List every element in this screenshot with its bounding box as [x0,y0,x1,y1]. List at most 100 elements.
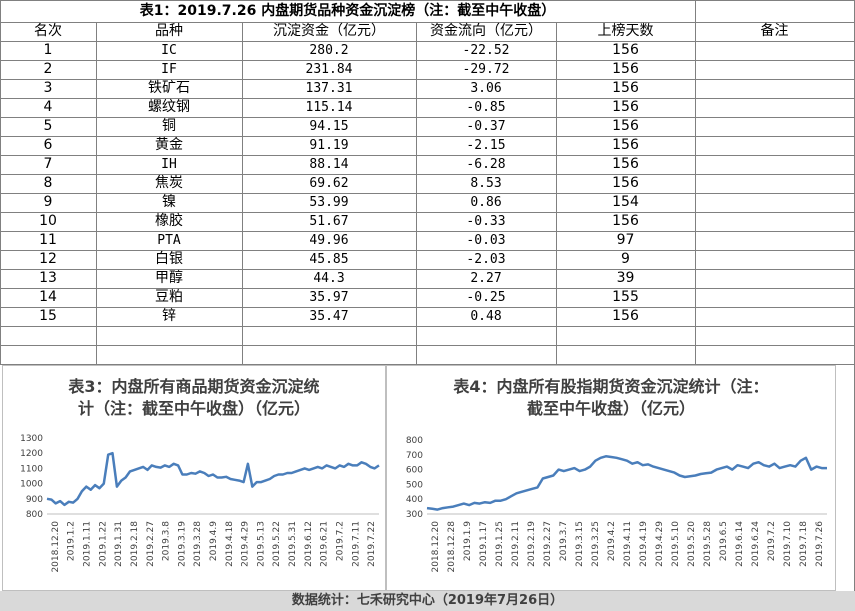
cell-rank: 8 [43,175,53,191]
header-rank: 名次 [34,23,62,39]
grid-line [0,288,855,289]
cell-variety: 豆粕 [155,289,183,305]
grid-line [96,22,97,365]
chart-title: 表4：内盘所有股指期货资金沉淀统计（注： 截至中午收盘）（亿元） [387,376,835,420]
x-tick-label: 2019.7.2 [335,521,345,561]
cell-variety: 镍 [162,194,176,210]
x-tick-label: 2019.7.10 [783,521,793,567]
cell-variety: IH [161,157,177,172]
x-tick-label: 2019.2.27 [543,521,553,567]
cell-funds: 35.97 [309,290,349,305]
cell-days: 9 [621,251,630,267]
cell-funds: 53.99 [309,195,349,210]
x-tick-label: 2019.2.11 [511,521,521,567]
cell-rank: 13 [39,270,57,286]
cell-remarks [695,193,854,212]
cell-remarks [695,60,854,79]
chart-title-line: 计（注：截至中午收盘）（亿元） [77,399,310,418]
cell-days: 156 [612,80,639,96]
x-tick-label: 2019.5.28 [703,521,713,567]
x-tick-label: 2019.6.21 [320,521,330,567]
header-days: 上榜天数 [597,23,654,39]
x-tick-label: 2019.1.9 [463,521,473,561]
y-tick-label: 1300 [20,434,43,444]
grid-line [0,193,855,194]
cell-days: 156 [612,137,639,153]
x-tick-label: 2019.6.24 [751,521,761,567]
cell-variety: 铜 [162,118,176,134]
x-tick-label: 2019.1.31 [114,521,124,567]
x-tick-label: 2019.4.29 [241,521,251,567]
grid-line [695,0,696,365]
cell-flow: -2.15 [466,138,506,153]
chart-plot: 300 400 500 600 700 800 2018.12.20 2018.12.28 20… [406,436,827,573]
table-title: 表1：2019.7.26 内盘期货品种资金沉淀榜（注：截至中午收盘） [139,3,556,19]
chart-title: 表3：内盘所有商品期货资金沉淀统 计（注：截至中午收盘）（亿元） [3,376,385,420]
x-tick-label: 2019.4.18 [225,521,235,567]
y-tick-label: 800 [26,510,43,520]
cell-variety: 锌 [162,308,176,324]
x-tick-label: 2019.3.8 [162,521,172,561]
x-tick-label: 2019.7.26 [815,521,825,567]
cell-funds: 91.19 [309,138,349,153]
grid-line [0,60,855,61]
x-tick-label: 2019.4.9 [209,521,219,561]
x-tick-label: 2019.2.19 [527,521,537,567]
x-tick-label: 2019.4.29 [655,521,665,567]
series-line [46,451,380,507]
cell-days: 156 [612,42,639,58]
cell-variety: 黄金 [155,137,183,153]
grid-line [0,117,855,118]
x-tick-label: 2019.6.5 [719,521,729,561]
x-tick-label: 2019.3.28 [193,521,203,567]
header-funds: 沉淀资金（亿元） [273,23,385,39]
chart-plot: 800 900 1000 1100 1200 1300 2018.12.20 2019.1.2… [20,434,380,573]
x-tick-label: 2019.5.10 [671,521,681,567]
cell-days: 156 [612,308,639,324]
x-tick-label: 2019.6.14 [735,521,745,567]
cell-remarks [695,41,854,60]
y-tick-label: 900 [26,495,43,505]
commodity-funds-chart: 表3：内盘所有商品期货资金沉淀统 计（注：截至中午收盘）（亿元） 800 900 1… [2,365,386,591]
x-tick-label: 2019.4.19 [639,521,649,567]
cell-funds: 88.14 [309,157,349,172]
x-tick-label: 2019.3.25 [591,521,601,567]
x-tick-label: 2019.7.11 [351,521,361,567]
cell-remarks [695,212,854,231]
cell-flow: 8.53 [470,176,502,191]
cell-days: 156 [612,175,639,191]
grid-line [0,345,855,346]
y-tick-label: 300 [406,510,423,520]
grid-line [0,326,855,327]
cell-rank: 2 [43,61,53,77]
x-tick-label: 2018.12.20 [51,521,61,573]
cell-remarks [695,269,854,288]
x-tick-label: 2019.4.2 [607,521,617,561]
cell-rank: 4 [43,99,53,115]
cell-flow: 2.27 [470,271,502,286]
header-remarks: 备注 [760,23,789,39]
cell-remarks [695,174,854,193]
grid-line [0,174,855,175]
cell-remarks [695,79,854,98]
cell-variety: IF [161,62,177,77]
cell-days: 156 [612,99,639,115]
y-tick-label: 1100 [20,464,43,474]
grid-line [0,136,855,137]
grid-line [416,22,417,365]
cell-flow: -0.25 [466,290,506,305]
x-tick-label: 2019.7.18 [799,521,809,567]
cell-days: 156 [612,213,639,229]
cell-variety: 焦炭 [155,175,183,191]
grid-line [0,155,855,156]
cell-days: 154 [612,194,639,210]
cell-remarks [695,136,854,155]
cell-funds: 94.15 [309,119,349,134]
grid-line [0,231,855,232]
cell-rank: 10 [39,213,57,229]
grid-line [0,98,855,99]
x-tick-label: 2019.3.15 [575,521,585,567]
cell-funds: 137.31 [305,81,353,96]
x-tick-label: 2019.3.7 [559,521,569,561]
